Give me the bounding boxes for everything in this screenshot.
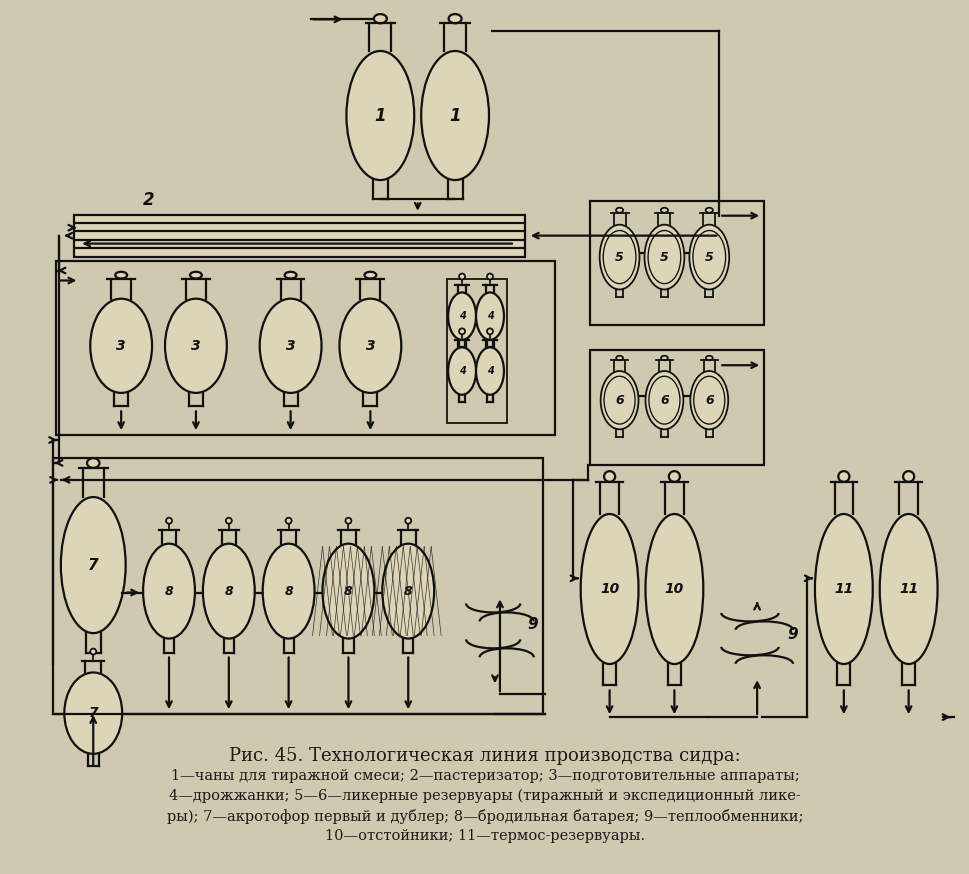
Ellipse shape: [115, 272, 127, 279]
Ellipse shape: [143, 544, 195, 639]
Ellipse shape: [814, 514, 872, 664]
Ellipse shape: [879, 514, 937, 664]
Text: 1—чаны для тиражной смеси; 2—пастеризатор; 3—подготовительные аппараты;: 1—чаны для тиражной смеси; 2—пастеризато…: [171, 769, 798, 783]
Text: 6: 6: [704, 393, 713, 406]
Circle shape: [285, 517, 292, 524]
Ellipse shape: [448, 293, 476, 340]
Text: 11: 11: [898, 582, 918, 596]
Ellipse shape: [61, 497, 126, 633]
Circle shape: [90, 649, 96, 655]
Text: 5: 5: [704, 251, 713, 264]
Ellipse shape: [322, 544, 374, 639]
Ellipse shape: [690, 371, 728, 429]
Ellipse shape: [203, 544, 255, 639]
Text: 1: 1: [449, 107, 460, 124]
Text: 3: 3: [191, 339, 201, 353]
Ellipse shape: [615, 356, 622, 360]
Text: 8: 8: [344, 585, 353, 598]
Ellipse shape: [373, 14, 387, 24]
Text: 5: 5: [614, 251, 623, 264]
Ellipse shape: [364, 272, 376, 279]
Ellipse shape: [837, 471, 849, 482]
Text: 2: 2: [143, 191, 155, 209]
Text: 8: 8: [224, 585, 233, 598]
Text: 8: 8: [165, 585, 173, 598]
Ellipse shape: [705, 208, 712, 212]
Text: 9: 9: [786, 627, 797, 642]
Text: 11: 11: [833, 582, 853, 596]
Ellipse shape: [600, 371, 638, 429]
Ellipse shape: [448, 14, 461, 24]
Circle shape: [405, 517, 411, 524]
Ellipse shape: [284, 272, 297, 279]
Ellipse shape: [90, 299, 152, 393]
Ellipse shape: [346, 51, 414, 180]
Text: 1: 1: [374, 107, 386, 124]
Text: 3: 3: [286, 339, 296, 353]
Bar: [589, 201, 764, 325]
Text: 6: 6: [659, 393, 668, 406]
Ellipse shape: [421, 51, 488, 180]
Ellipse shape: [263, 544, 314, 639]
Circle shape: [486, 329, 492, 335]
Text: 3: 3: [365, 339, 375, 353]
Ellipse shape: [476, 347, 504, 395]
Text: 4: 4: [486, 366, 493, 376]
Ellipse shape: [660, 356, 667, 360]
Text: 8: 8: [284, 585, 293, 598]
Circle shape: [486, 274, 492, 280]
Ellipse shape: [87, 458, 100, 468]
Text: 10—отстойники; 11—термос-резервуары.: 10—отстойники; 11—термос-резервуары.: [325, 829, 644, 843]
Text: 7: 7: [88, 706, 98, 720]
Bar: [56, 260, 554, 435]
Circle shape: [458, 329, 464, 335]
Ellipse shape: [705, 356, 712, 360]
Text: 9: 9: [527, 617, 538, 632]
FancyBboxPatch shape: [75, 215, 524, 257]
Text: 4—дрожжанки; 5—6—ликерные резервуары (тиражный и экспедиционный ликe-: 4—дрожжанки; 5—6—ликерные резервуары (ти…: [169, 789, 800, 803]
Text: 6: 6: [614, 393, 623, 406]
Text: ры); 7—акротофор первый и дублер; 8—бродильная батарея; 9—теплообменники;: ры); 7—акротофор первый и дублер; 8—брод…: [167, 808, 802, 824]
Text: 7: 7: [88, 558, 99, 572]
Ellipse shape: [660, 208, 668, 212]
Text: 10: 10: [600, 582, 618, 596]
Circle shape: [345, 517, 351, 524]
Text: 4: 4: [458, 366, 465, 376]
Text: 10: 10: [664, 582, 683, 596]
Ellipse shape: [476, 293, 504, 340]
Ellipse shape: [580, 514, 638, 664]
Circle shape: [166, 517, 172, 524]
Ellipse shape: [643, 225, 684, 289]
Text: 4: 4: [458, 311, 465, 321]
Circle shape: [226, 517, 232, 524]
Bar: [447, 279, 507, 423]
Text: 4: 4: [486, 311, 493, 321]
Ellipse shape: [604, 471, 614, 482]
Ellipse shape: [599, 225, 639, 289]
Bar: [53, 458, 543, 714]
Ellipse shape: [689, 225, 729, 289]
Ellipse shape: [190, 272, 202, 279]
Ellipse shape: [260, 299, 321, 393]
Ellipse shape: [669, 471, 679, 482]
Ellipse shape: [165, 299, 227, 393]
Text: 3: 3: [116, 339, 126, 353]
Ellipse shape: [448, 347, 476, 395]
Ellipse shape: [615, 208, 622, 212]
Text: 5: 5: [659, 251, 668, 264]
Ellipse shape: [644, 514, 703, 664]
Ellipse shape: [644, 371, 683, 429]
Ellipse shape: [382, 544, 434, 639]
Ellipse shape: [339, 299, 401, 393]
Text: 8: 8: [403, 585, 412, 598]
Text: Рис. 45. Технологическая линия производства сидра:: Рис. 45. Технологическая линия производс…: [229, 747, 740, 765]
Ellipse shape: [902, 471, 913, 482]
Circle shape: [458, 274, 464, 280]
Ellipse shape: [64, 672, 122, 754]
Bar: [589, 350, 764, 465]
